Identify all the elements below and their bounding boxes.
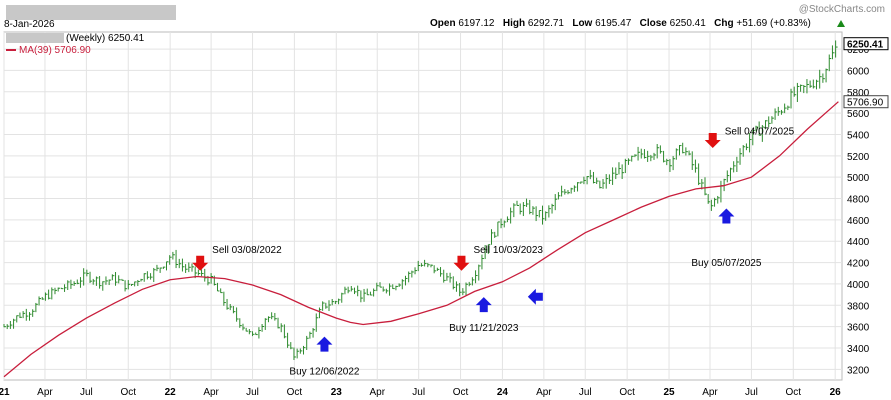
x-tick-label: 26 — [830, 387, 842, 398]
x-tick-label: 21 — [0, 387, 10, 398]
y-tick-label: 3400 — [847, 344, 870, 355]
y-tick-label: 3800 — [847, 301, 870, 312]
x-tick-label: Apr — [37, 387, 53, 398]
sell-arrow-icon — [192, 255, 209, 271]
up-triangle-icon — [837, 20, 845, 27]
x-tick-label: Apr — [203, 387, 219, 398]
y-tick-label: 4800 — [847, 195, 870, 206]
x-tick-label: Oct — [287, 387, 303, 398]
x-tick-label: Apr — [702, 387, 718, 398]
x-tick-label: Jul — [412, 387, 425, 398]
y-tick-label: 5200 — [847, 152, 870, 163]
y-tick-label: 5600 — [847, 109, 870, 120]
x-tick-label: Oct — [619, 387, 635, 398]
y-tick-label: 4000 — [847, 280, 870, 291]
y-tick-label: 6200 — [847, 45, 870, 56]
redacted-symbol — [6, 33, 64, 44]
change-value: +51.69 (+0.83%) — [736, 18, 811, 29]
buy-arrow-icon — [527, 288, 543, 305]
x-tick-label: Oct — [453, 387, 469, 398]
chart-legend: (Weekly) 6250.41 MA(39) 5706.90 — [6, 33, 144, 56]
legend-ma: MA(39) 5706.90 — [6, 45, 144, 56]
y-tick-label: 3600 — [847, 323, 870, 334]
y-tick-label: 5800 — [847, 88, 870, 99]
y-tick-label: 6000 — [847, 66, 870, 77]
signal-label: Buy 11/21/2023 — [449, 323, 519, 334]
ma-line — [3, 101, 839, 378]
close-value: 6250.41 — [669, 18, 706, 29]
plot-area — [3, 31, 843, 381]
y-tick-label: 4400 — [847, 237, 870, 248]
legend-price: (Weekly) 6250.41 — [6, 33, 144, 44]
y-tick-label: 4200 — [847, 259, 870, 270]
x-tick-label: Oct — [786, 387, 802, 398]
low-value: 6195.47 — [595, 18, 632, 29]
x-tick-label: 22 — [165, 387, 177, 398]
y-tick-label: 4600 — [847, 216, 870, 227]
open-value: 6197.12 — [458, 18, 495, 29]
ohlc-readout: Open 6197.12 High 6292.71 Low 6195.47 Cl… — [430, 18, 811, 29]
x-tick-label: Jul — [246, 387, 259, 398]
sell-arrow-icon — [453, 255, 470, 271]
x-tick-label: 23 — [331, 387, 343, 398]
redacted-title — [6, 5, 176, 20]
buy-arrow-icon — [718, 208, 735, 224]
signal-label: Buy 12/06/2022 — [289, 367, 359, 378]
last-ma-tag-text: 5706.90 — [847, 98, 884, 109]
y-tick-label: 5400 — [847, 130, 870, 141]
buy-arrow-icon — [316, 336, 333, 352]
x-tick-label: Jul — [80, 387, 93, 398]
x-tick-label: Apr — [536, 387, 552, 398]
x-tick-label: Apr — [369, 387, 385, 398]
x-tick-label: Jul — [745, 387, 758, 398]
last-price-tag-text: 6250.41 — [847, 40, 884, 51]
signal-label: Sell 04/07/2025 — [725, 126, 795, 137]
high-value: 6292.71 — [527, 18, 564, 29]
y-tick-label: 5000 — [847, 173, 870, 184]
x-tick-label: 24 — [497, 387, 509, 398]
chart-header: 8-Jan-2026 @StockCharts.com Open 6197.12… — [0, 0, 891, 32]
last-ma-tag — [843, 95, 889, 109]
last-price-tag — [843, 37, 889, 51]
x-tick-label: 25 — [663, 387, 675, 398]
x-tick-label: Oct — [120, 387, 136, 398]
signal-label: Sell 03/08/2022 — [212, 245, 282, 256]
signal-label: Sell 10/03/2023 — [473, 245, 543, 256]
ma-swatch — [6, 49, 16, 52]
y-tick-label: 3200 — [847, 365, 870, 376]
buy-arrow-icon — [475, 297, 492, 313]
signal-label: Buy 05/07/2025 — [691, 258, 761, 269]
brand-watermark: @StockCharts.com — [798, 4, 885, 15]
x-tick-label: Jul — [579, 387, 592, 398]
chart-date: 8-Jan-2026 — [4, 19, 55, 30]
sell-arrow-icon — [704, 132, 721, 148]
